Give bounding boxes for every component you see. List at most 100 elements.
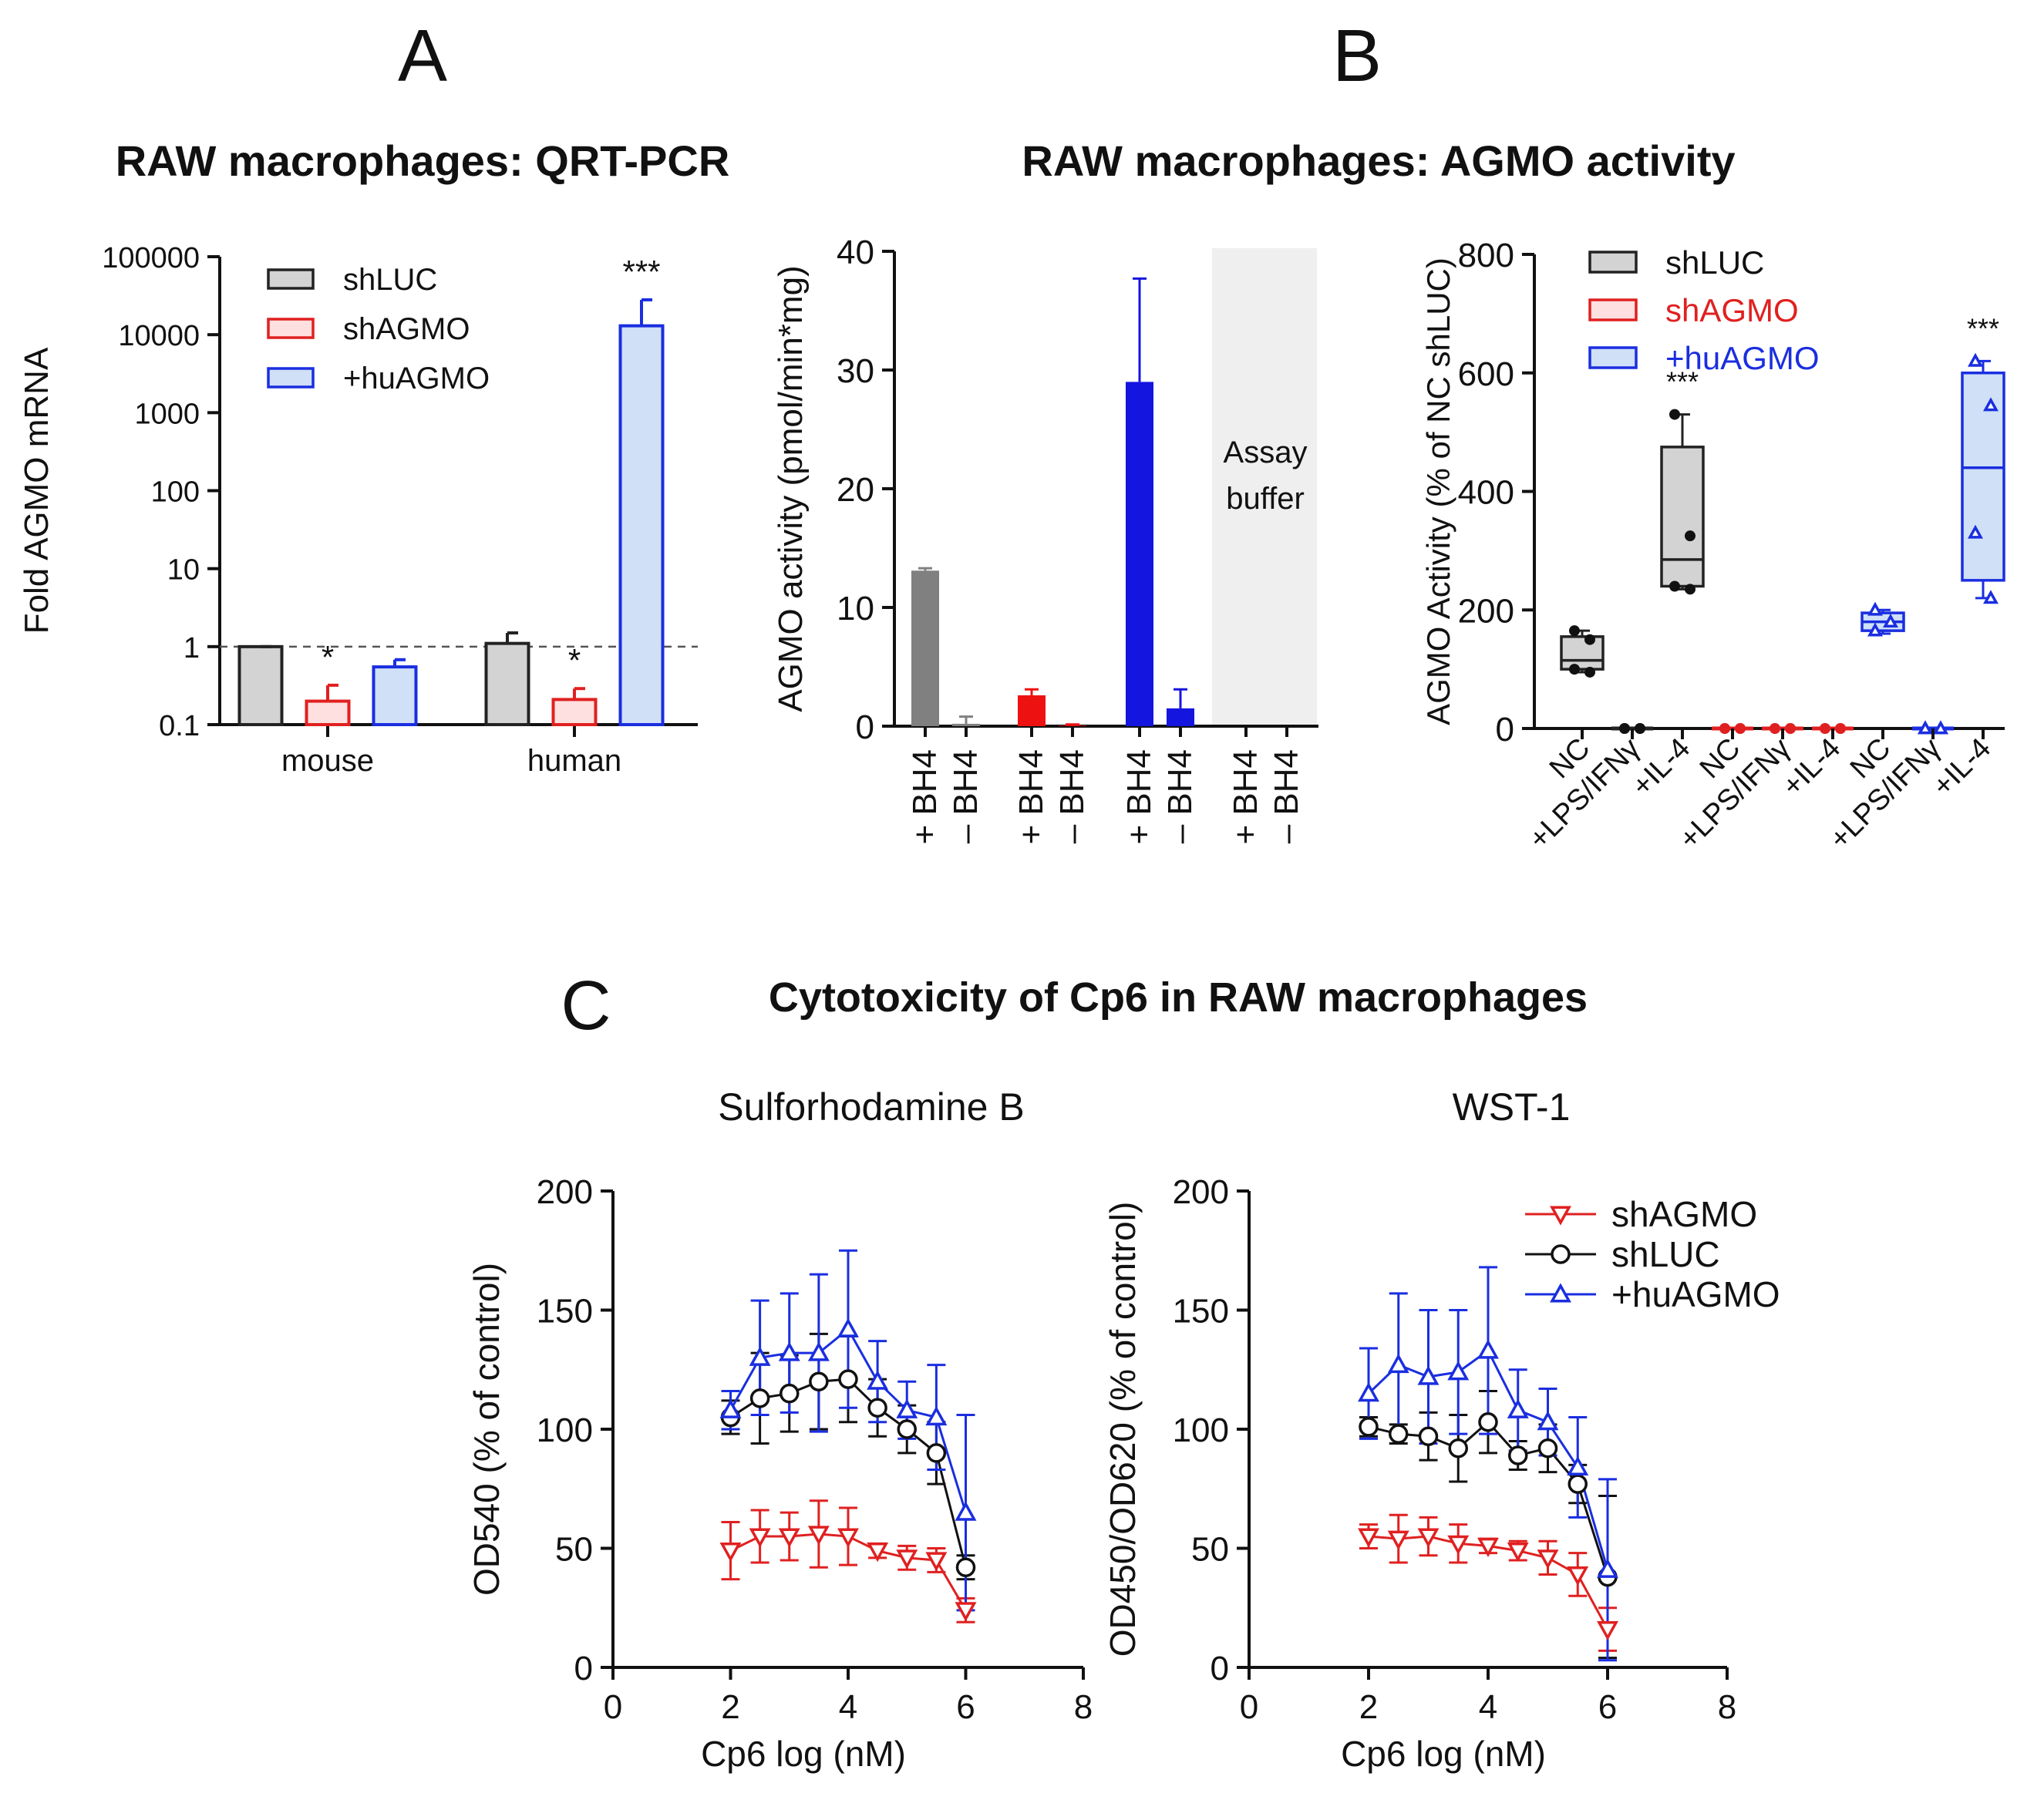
data-point-+huAGMO bbox=[1447, 1361, 1470, 1381]
x-tick-label: 4 bbox=[1479, 1688, 1497, 1726]
y-tick-label: 400 bbox=[1458, 474, 1514, 512]
panel-b-letter: B bbox=[1332, 15, 1382, 97]
panel-a-letter: A bbox=[398, 15, 447, 97]
data-point bbox=[1770, 723, 1780, 734]
data-point-shLUC bbox=[1568, 1474, 1588, 1494]
y-axis-label: AGMO activity (pmol/min*mg) bbox=[772, 265, 810, 712]
data-point-+huAGMO bbox=[1358, 1382, 1379, 1402]
data-point-shLUC bbox=[780, 1383, 800, 1404]
x-tick-label: – BH4 bbox=[1268, 749, 1305, 843]
data-point-shLUC bbox=[1359, 1417, 1379, 1437]
y-tick-label: 10 bbox=[167, 554, 200, 587]
data-point-shLUC bbox=[1448, 1438, 1468, 1459]
x-tick-label: mouse bbox=[281, 744, 374, 778]
data-point-shAGMO bbox=[749, 1528, 771, 1548]
y-tick-label: 10 bbox=[837, 590, 874, 627]
y-axis-label: Fold AGMO mRNA bbox=[18, 347, 56, 634]
data-point-shAGMO bbox=[719, 1543, 742, 1563]
data-point-shLUC bbox=[1389, 1424, 1409, 1444]
x-tick-label: 0 bbox=[604, 1688, 622, 1726]
data-point-shLUC bbox=[955, 1557, 976, 1577]
x-tick-label: 4 bbox=[839, 1688, 857, 1726]
x-axis-label: Cp6 log (nM) bbox=[1341, 1734, 1546, 1774]
data-point-shAGMO bbox=[867, 1543, 889, 1563]
x-tick-label: – BH4 bbox=[947, 749, 985, 843]
data-point-shLUC bbox=[1508, 1445, 1528, 1465]
panel-a-title: RAW macrophages: QRT-PCR bbox=[116, 136, 730, 185]
data-point-+huAGMO bbox=[1387, 1353, 1409, 1374]
x-tick-label: 6 bbox=[1598, 1688, 1617, 1726]
x-tick-label: 2 bbox=[1359, 1688, 1378, 1726]
data-point-shAGMO bbox=[1567, 1566, 1589, 1586]
x-tick-label: – BH4 bbox=[1053, 749, 1091, 843]
significance-marker: *** bbox=[1666, 366, 1699, 398]
x-tick-label: + BH4 bbox=[1012, 749, 1050, 845]
data-point-shLUC bbox=[809, 1371, 829, 1391]
panel-c-wst1-chart: WST-1 0 50 100 150 200 0 2 4 6 8 Cp6 log (nM) OD450/… bbox=[1103, 1085, 1780, 1774]
bar-shLUC-mouse bbox=[237, 644, 284, 726]
data-point-shAGMO bbox=[1417, 1528, 1440, 1548]
data-point bbox=[1669, 409, 1680, 420]
y-tick-label: 0 bbox=[574, 1650, 593, 1687]
y-tick-label: 1000 bbox=[134, 398, 200, 430]
bar-– BH4 bbox=[1167, 708, 1194, 726]
y-tick-label: 600 bbox=[1458, 355, 1514, 393]
data-point bbox=[1983, 590, 1999, 604]
data-point bbox=[1918, 720, 1933, 735]
panel-c: C Cytotoxicity of Cp6 in RAW macrophages… bbox=[466, 967, 1780, 1774]
y-tick-label: 200 bbox=[1458, 592, 1514, 630]
data-point bbox=[1968, 524, 1983, 539]
box-shLUC-NC bbox=[1560, 635, 1605, 671]
data-point-+huAGMO bbox=[837, 1317, 859, 1337]
assay-buffer-region bbox=[1212, 248, 1317, 726]
y-tick-label: 10000 bbox=[118, 320, 200, 352]
data-point bbox=[1883, 614, 1898, 627]
data-point-+huAGMO bbox=[1477, 1339, 1499, 1359]
x-tick-label: 2 bbox=[721, 1688, 739, 1726]
y-tick-label: 20 bbox=[837, 471, 874, 509]
bar-+ BH4 bbox=[1018, 695, 1046, 726]
x-tick-label: 8 bbox=[1074, 1688, 1093, 1726]
data-point-+huAGMO bbox=[1567, 1455, 1589, 1475]
data-point-+huAGMO bbox=[896, 1398, 918, 1418]
data-point bbox=[1835, 723, 1846, 734]
data-point bbox=[1785, 723, 1796, 734]
data-point bbox=[1933, 720, 1948, 735]
data-point bbox=[1983, 397, 1999, 412]
y-tick-label: 0 bbox=[1211, 1650, 1229, 1687]
data-point bbox=[1685, 584, 1695, 595]
data-point bbox=[1968, 352, 1983, 367]
legend-marker-shLUC bbox=[1551, 1244, 1571, 1264]
data-point-shAGMO bbox=[1597, 1621, 1618, 1641]
bar-shLUC-human bbox=[484, 641, 530, 726]
bar-+ BH4 bbox=[911, 570, 939, 726]
x-tick-label: human bbox=[527, 744, 621, 778]
x-tick-label: 6 bbox=[956, 1688, 975, 1726]
bar-+ BH4 bbox=[1126, 382, 1153, 726]
bar-+huAGMO-mouse bbox=[372, 665, 418, 726]
data-point-shAGMO bbox=[807, 1526, 830, 1546]
significance-marker: * bbox=[568, 642, 581, 678]
data-point-+huAGMO bbox=[807, 1341, 830, 1361]
data-point-shLUC bbox=[897, 1419, 917, 1439]
data-point bbox=[1635, 723, 1645, 734]
data-point bbox=[1867, 601, 1883, 616]
data-point bbox=[1685, 530, 1695, 542]
y-tick-label: 200 bbox=[1173, 1173, 1229, 1211]
data-point-shAGMO bbox=[1387, 1530, 1409, 1550]
x-tick-label: +IL-4 bbox=[1626, 732, 1697, 803]
legend-label-shAGMO: shAGMO bbox=[1665, 292, 1799, 328]
data-point-shAGMO bbox=[896, 1549, 918, 1570]
x-axis-label: Cp6 log (nM) bbox=[701, 1734, 906, 1774]
y-tick-label: 800 bbox=[1458, 237, 1514, 274]
data-point-shAGMO bbox=[1447, 1535, 1470, 1555]
bar-+huAGMO-human bbox=[618, 324, 665, 726]
legend-swatch-shAGMO bbox=[267, 318, 315, 339]
chart-subtitle: WST-1 bbox=[1453, 1085, 1571, 1129]
data-point bbox=[1820, 723, 1830, 734]
data-point-+huAGMO bbox=[749, 1346, 771, 1366]
bar-shAGMO-human bbox=[551, 698, 598, 727]
legend-swatch-+huAGMO bbox=[1588, 346, 1638, 369]
data-point bbox=[1584, 666, 1595, 678]
